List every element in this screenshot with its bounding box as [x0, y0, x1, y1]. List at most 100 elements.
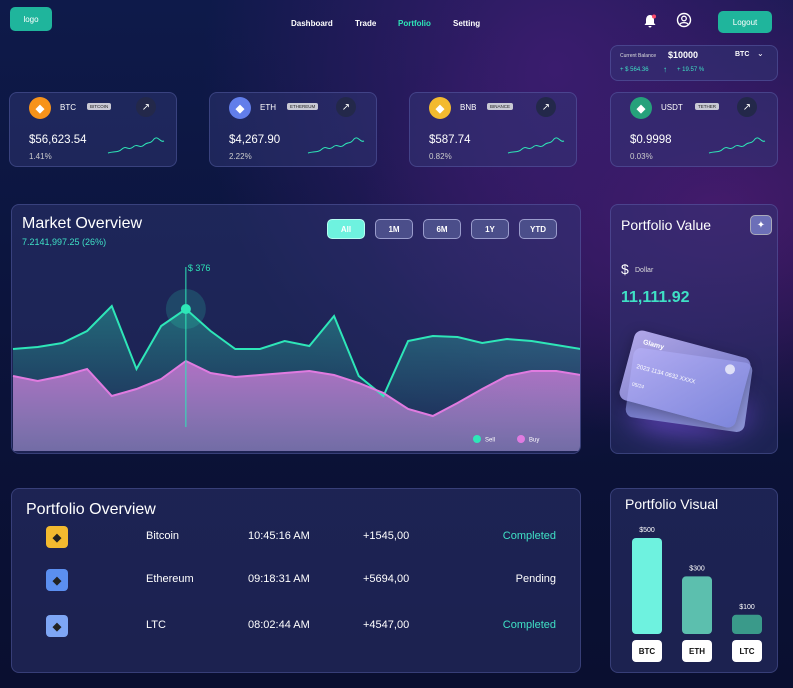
annotation-point — [180, 304, 191, 314]
nav-link[interactable]: Portfolio — [398, 19, 431, 28]
balance-amount: $10000 — [668, 50, 699, 60]
coin-name: TETHER — [695, 103, 719, 110]
coin-name: Bitcoin — [146, 530, 180, 542]
coin-card: ◆ BTC BITCOIN ↗ $56,623.54 1.41% — [9, 92, 177, 167]
up-arrow: ↑ — [663, 65, 667, 74]
coin-icon: ◆ — [46, 615, 68, 637]
currency-unit: Dollar — [635, 267, 654, 274]
bar — [732, 614, 762, 634]
bar-chart: $500 BTC $300 ETH $100 LTC — [632, 527, 762, 662]
annotation-label: $ 376 — [188, 263, 211, 273]
portfolio-value-title: Portfolio Value — [621, 217, 712, 233]
coin-name: ETHEREUM — [287, 103, 319, 110]
card-brand: Glamy — [642, 339, 665, 352]
portfolio-visual-panel: $500 BTC $300 ETH $100 LTC Portfolio Visual — [610, 488, 778, 673]
legend-label: Buy — [529, 438, 539, 444]
coin-icon: ◆ — [229, 97, 251, 119]
range-button[interactable]: 1Y — [471, 219, 509, 239]
legend-label: Sell — [485, 438, 495, 444]
coin-icon: ◆ — [29, 97, 51, 119]
line — [12, 304, 580, 398]
coin-icon: ◆ — [46, 569, 68, 591]
card-number: 2023 1134 0632 XXXX — [635, 364, 696, 386]
time: 09:18:31 AM — [248, 573, 310, 585]
market-title: Market Overview — [22, 215, 143, 232]
status: Completed — [502, 619, 556, 631]
coin-change: 0.03% — [630, 152, 653, 161]
balance-currency[interactable]: BTC — [735, 51, 750, 58]
coin-arrow[interactable]: ↗ — [737, 97, 757, 117]
coin-icon: ◆ — [630, 97, 652, 119]
coin-icon: ◆ — [46, 526, 68, 548]
coin-symbol: USDT — [661, 103, 683, 112]
nav-link[interactable]: Dashboard — [291, 19, 333, 28]
sparkline-path — [307, 137, 365, 154]
category-label: BTC — [639, 647, 656, 656]
range-button[interactable]: 6M — [423, 219, 461, 239]
logo[interactable]: logo — [10, 7, 52, 31]
coin-icon: ◆ — [429, 97, 451, 119]
card-expiry: 05/24 — [631, 381, 645, 391]
coin-price: $587.74 — [429, 134, 471, 146]
coin-name: BINANCE — [487, 103, 514, 110]
user-icon[interactable] — [676, 12, 692, 28]
portfolio-overview-panel: Portfolio Overview ◆ Bitcoin 10:45:16 AM +1… — [11, 488, 581, 673]
coin-symbol: BNB — [460, 103, 477, 112]
balance-label: Current Balance — [620, 53, 657, 59]
coin-arrow[interactable]: ↗ — [536, 97, 556, 117]
coin-symbol: ETH — [260, 103, 276, 112]
add-button[interactable]: ✦ — [750, 215, 772, 235]
category-label: ETH — [689, 647, 705, 656]
balance-change: + $ 564.36 — [620, 67, 649, 73]
coin-price: $0.9998 — [630, 134, 672, 146]
legend-swatch — [517, 435, 525, 443]
coin-change: 0.82% — [429, 152, 452, 161]
status: Pending — [515, 573, 556, 585]
category-box — [732, 640, 762, 662]
category-label: LTC — [740, 647, 755, 656]
overview-title: Portfolio Overview — [26, 501, 156, 518]
sparkline — [107, 137, 165, 154]
sparkline — [708, 137, 766, 154]
market-subtitle: 7.2141,997.25 (26%) — [22, 237, 107, 247]
sparkline — [507, 137, 565, 154]
sparkline — [307, 137, 365, 154]
portfolio-value-amount: 11,111.92 — [621, 289, 690, 306]
time: 08:02:44 AM — [248, 619, 310, 631]
coin-card: ◆ ETH ETHEREUM ↗ $4,267.90 2.22% — [209, 92, 377, 167]
nav-link[interactable]: Trade — [355, 19, 377, 28]
sparkline-path — [107, 137, 165, 154]
range-button[interactable]: 1M — [375, 219, 413, 239]
nav-link[interactable]: Setting — [453, 19, 481, 28]
bell-icon[interactable] — [642, 13, 658, 29]
coin-card: ◆ USDT TETHER ↗ $0.9998 0.03% — [610, 92, 778, 167]
market-panel: $ 376 Sell Buy Market Overview 7.2141,997.… — [11, 204, 581, 454]
coin-price: $56,623.54 — [29, 134, 87, 146]
coin-card: ◆ BNB BINANCE ↗ $587.74 0.82% — [409, 92, 577, 167]
amount: +4547,00 — [363, 619, 410, 631]
range-button[interactable]: YTD — [519, 219, 557, 239]
line — [12, 359, 580, 418]
visual-title: Portfolio Visual — [625, 496, 719, 512]
coin-arrow[interactable]: ↗ — [136, 97, 156, 117]
dropdown-caret[interactable]: ⌄ — [757, 49, 764, 58]
sparkline-path — [708, 137, 766, 154]
coin-arrow[interactable]: ↗ — [336, 97, 356, 117]
coin-symbol: BTC — [60, 103, 76, 112]
bar — [632, 538, 662, 634]
balance-percent: + 19.57 % — [677, 67, 705, 73]
logout-button[interactable]: Logout — [718, 11, 772, 33]
coin-name: Ethereum — [146, 573, 194, 585]
coin-change: 1.41% — [29, 152, 52, 161]
portfolio-value-panel: Portfolio Value ✦ $ Dollar 11,111.92 Gla… — [610, 204, 778, 454]
range-button[interactable]: All — [327, 219, 365, 239]
coin-price: $4,267.90 — [229, 134, 281, 146]
market-chart: $ 376 Sell Buy — [12, 263, 580, 451]
coin-change: 2.22% — [229, 152, 252, 161]
value-label: $300 — [689, 565, 705, 572]
legend-swatch — [473, 435, 481, 443]
coin-name: BITCOIN — [87, 103, 112, 110]
amount: +5694,00 — [363, 573, 410, 585]
value-label: $500 — [639, 527, 655, 534]
